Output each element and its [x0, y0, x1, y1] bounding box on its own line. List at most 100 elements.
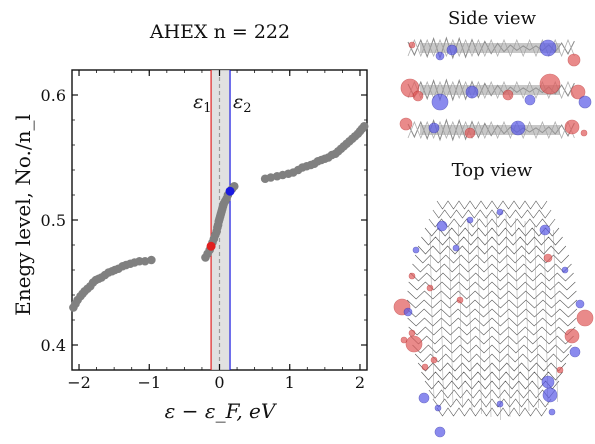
- top-lattice-bond: [515, 217, 520, 415]
- top-lattice-line: [414, 353, 570, 363]
- top-lattice-bond: [448, 226, 454, 406]
- top-atom: [412, 246, 420, 254]
- top-lattice-line: [436, 407, 548, 417]
- top-lattice-bond: [486, 214, 492, 418]
- top-atom: [569, 346, 581, 358]
- y-axis-label: Enegy level, No./n_l: [11, 114, 35, 316]
- top-atom: [496, 400, 504, 408]
- x-tick-label: 1: [285, 373, 295, 392]
- top-atom: [496, 208, 504, 216]
- top-view-title: Top view: [452, 160, 533, 181]
- top-atom: [436, 220, 448, 232]
- data-point: [359, 121, 369, 131]
- top-lattice-line: [428, 218, 556, 228]
- top-lattice-bond: [524, 220, 530, 412]
- side-atom: [578, 95, 592, 109]
- top-lattice-line: [407, 317, 577, 327]
- top-lattice-line: [414, 254, 570, 264]
- side-atom: [567, 53, 581, 67]
- top-lattice-line: [417, 245, 567, 255]
- side-atom: [464, 127, 476, 139]
- x-tick-label: −2: [67, 373, 91, 392]
- y-tick-label: 0.6: [41, 86, 66, 105]
- top-lattice-line: [410, 335, 574, 345]
- top-lattice-line: [417, 362, 567, 372]
- top-lattice-line: [410, 272, 574, 282]
- side-layer-band: [420, 43, 560, 53]
- top-atom: [452, 244, 460, 252]
- side-atom: [570, 84, 586, 100]
- top-view-structure: [393, 200, 594, 438]
- side-atom: [510, 120, 526, 136]
- top-atom: [543, 253, 553, 263]
- top-atom: [556, 366, 564, 374]
- top-atom: [421, 363, 429, 371]
- side-atom: [502, 89, 514, 101]
- y-tick-label: 0.5: [41, 211, 66, 230]
- top-atom: [434, 404, 442, 412]
- top-atom: [576, 309, 594, 327]
- x-tick-label: 2: [355, 373, 365, 392]
- top-lattice-line: [406, 299, 578, 309]
- side-atom: [580, 129, 588, 137]
- top-atom: [408, 272, 416, 280]
- top-lattice-bond: [534, 223, 539, 409]
- vline-label-1: ε1: [193, 91, 211, 116]
- top-atom: [564, 328, 580, 344]
- side-atom: [465, 85, 479, 99]
- top-atom: [456, 296, 464, 304]
- top-atom: [405, 335, 423, 353]
- top-atom: [542, 387, 558, 403]
- side-atom: [399, 117, 413, 131]
- side-atom: [524, 94, 536, 106]
- vline-label-2: ε2: [233, 91, 251, 116]
- top-lattice-line: [406, 308, 578, 318]
- side-atom: [431, 93, 449, 111]
- side-atom: [408, 41, 416, 49]
- side-view-title: Side view: [448, 8, 537, 29]
- top-lattice-line: [432, 209, 552, 219]
- top-lattice-line: [436, 200, 548, 210]
- side-atom: [446, 44, 458, 56]
- top-lattice-bond: [496, 211, 501, 421]
- top-lattice-bond: [458, 223, 463, 409]
- top-lattice-bond: [505, 214, 511, 418]
- x-tick-label: 0: [214, 373, 224, 392]
- top-lattice-bond: [439, 229, 444, 403]
- top-lattice-bond: [553, 229, 558, 403]
- top-lattice-bond: [477, 217, 482, 415]
- plot-area: ε1 ε2 −2 −1 0 1 2 0.4 0.5 0.6: [41, 69, 369, 392]
- top-atom: [430, 356, 438, 364]
- top-atom: [434, 426, 446, 438]
- chart-title: AHEX n = 222: [149, 21, 290, 43]
- top-atom: [575, 299, 585, 309]
- highlight-point-eps1: [206, 241, 216, 251]
- top-atom: [403, 307, 413, 317]
- side-atom: [428, 122, 440, 134]
- top-lattice-line: [407, 290, 577, 300]
- top-lattice-line: [432, 398, 552, 408]
- top-lattice-line: [408, 326, 576, 336]
- side-atom: [539, 39, 557, 57]
- top-atom: [561, 266, 569, 274]
- side-atom: [412, 90, 424, 102]
- top-atom: [408, 329, 416, 337]
- top-atom: [466, 216, 474, 224]
- top-atom: [400, 336, 408, 344]
- side-atom: [564, 119, 580, 135]
- highlight-point-eps2: [225, 186, 235, 196]
- top-atom: [548, 408, 556, 416]
- top-lattice-bond: [467, 220, 473, 412]
- top-atom: [541, 375, 555, 389]
- top-atom: [418, 392, 430, 404]
- side-atom: [435, 51, 445, 61]
- side-layer-band: [420, 85, 560, 95]
- side-layer-band: [420, 125, 560, 135]
- top-lattice-line: [408, 281, 576, 291]
- top-atom: [426, 284, 434, 292]
- top-lattice-line: [412, 263, 572, 273]
- x-tick-label: −1: [137, 373, 161, 392]
- data-point: [147, 255, 156, 265]
- side-view-structure: [399, 36, 592, 142]
